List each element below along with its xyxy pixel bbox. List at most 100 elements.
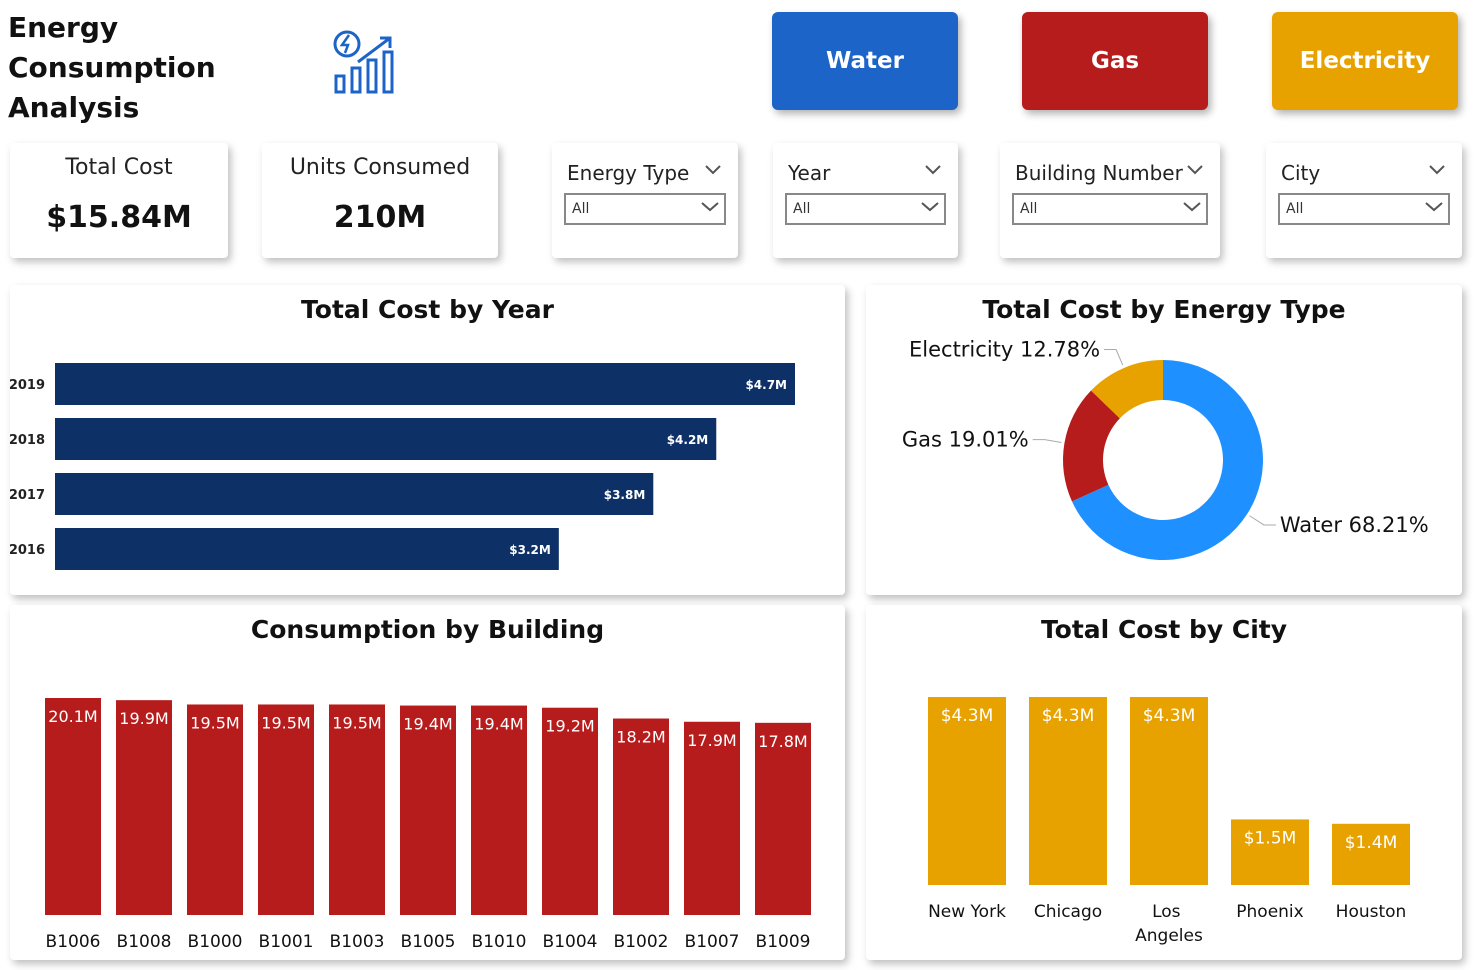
x-tick-label: Phoenix <box>1236 902 1303 922</box>
value-label: $4.7M <box>745 378 787 392</box>
y-tick-label: 2018 <box>10 433 45 448</box>
value-label: $1.5M <box>1244 828 1297 848</box>
label-value: 12.78% <box>1020 338 1100 362</box>
value-label: $3.8M <box>604 488 646 502</box>
gas-button[interactable]: Gas <box>1022 12 1208 110</box>
x-tick-label: B1002 <box>614 932 669 952</box>
slicer-dropdown[interactable]: All <box>1278 193 1450 225</box>
label-category: Gas <box>902 428 942 452</box>
bar <box>258 704 314 915</box>
chart: 2019 $4.7M 2018 $4.2M 2017 $3.8M 2016 $3.2M <box>10 363 795 570</box>
chart: Water 68.21% Gas 19.01% Electricity 12.78% <box>902 338 1429 560</box>
label-line: Angeles <box>1135 926 1203 946</box>
chart: 20.1M B1006 19.9M B1008 19.5M B1000 19.5M B1001… <box>45 698 811 952</box>
chart-panel: Total Cost by City $4.3M New York $4.3M Chi… <box>866 605 1462 960</box>
label-value: 68.21% <box>1349 513 1429 537</box>
bar <box>755 722 811 915</box>
value-label: $4.3M <box>941 706 994 726</box>
chart-title: Consumption by Building <box>250 615 605 644</box>
chart: $4.3M New York $4.3M Chicago $4.3M Los Angele… <box>928 697 1410 946</box>
slicer-dropdown[interactable]: All <box>564 193 726 225</box>
value-label: $4.2M <box>667 433 709 447</box>
leader-line <box>1249 515 1276 526</box>
value-label: 19.4M <box>403 715 452 734</box>
chart-panel: Total Cost by Year 2019 $4.7M 2018 $4.2M 201… <box>10 285 845 595</box>
water-button[interactable]: Water <box>772 12 958 110</box>
card-label: Units Consumed <box>289 155 471 180</box>
bar <box>1231 819 1309 885</box>
kpi-card: Total Cost $15.84M <box>10 143 228 258</box>
bar <box>684 721 740 915</box>
slicer-label: Building Number <box>1015 161 1183 185</box>
x-tick-label: B1007 <box>685 932 740 952</box>
bar <box>329 704 385 915</box>
bar <box>45 698 101 915</box>
donut-slice <box>1071 360 1263 560</box>
bar <box>471 705 527 915</box>
slicer: Year All <box>773 143 958 258</box>
bar <box>1130 697 1208 885</box>
bar <box>55 418 717 460</box>
slicer-dropdown[interactable]: All <box>785 193 946 225</box>
bar <box>1029 697 1107 885</box>
x-tick-label: B1009 <box>756 932 811 952</box>
x-tick-label: New York <box>928 902 1006 922</box>
slicer: City All <box>1266 143 1462 258</box>
value-label: 19.2M <box>545 717 594 736</box>
card-value: 210M <box>333 200 427 235</box>
y-tick-label: 2017 <box>10 488 45 503</box>
value-label: 17.9M <box>687 731 736 750</box>
x-tick-label: Los Angeles <box>1135 902 1203 946</box>
y-tick-label: 2016 <box>10 543 45 558</box>
kpi-card: Units Consumed 210M <box>262 143 498 258</box>
electricity-button[interactable]: Electricity <box>1272 12 1458 110</box>
value-label: 17.8M <box>758 732 807 751</box>
bar <box>55 363 795 405</box>
x-tick-label: B1000 <box>188 932 243 952</box>
donut-slice <box>1091 360 1163 419</box>
logo-icon <box>333 30 394 94</box>
value-label: 19.9M <box>119 709 168 728</box>
donut-slice <box>1063 390 1120 502</box>
chart-title: Total Cost by Energy Type <box>982 295 1346 324</box>
slicer-label: City <box>1281 161 1321 185</box>
value-label: $4.3M <box>1143 706 1196 726</box>
x-tick-label: B1005 <box>401 932 456 952</box>
slicer: Energy Type All <box>552 143 738 258</box>
card-label: Total Cost <box>65 155 173 180</box>
slicer-label: Energy Type <box>567 161 690 185</box>
bar <box>400 705 456 915</box>
chart-panel: Total Cost by Energy Type Water 68.21% Ga… <box>866 285 1462 595</box>
slicer-label: Year <box>788 161 831 185</box>
value-label: 19.5M <box>261 713 310 732</box>
bar <box>187 704 243 915</box>
x-tick-label: B1004 <box>543 932 598 952</box>
bar <box>1332 823 1410 885</box>
slicer-dropdown[interactable]: All <box>1012 193 1208 225</box>
x-tick-label: B1006 <box>46 932 101 952</box>
x-tick-label: B1008 <box>117 932 172 952</box>
label-line: Los <box>1152 902 1186 922</box>
bar <box>55 473 654 515</box>
data-label: Electricity 12.78% <box>909 338 1100 362</box>
slicer: Building Number All <box>1000 143 1220 258</box>
label-category: Electricity <box>909 338 1013 362</box>
x-tick-label: Houston <box>1336 902 1407 922</box>
chart-panel: Consumption by Building 20.1M B1006 19.9M B… <box>10 605 845 960</box>
dashboard-title: Energy Consumption Analysis <box>8 11 216 124</box>
label-category: Water <box>1280 513 1342 537</box>
data-label: Water 68.21% <box>1280 513 1429 537</box>
bar <box>55 528 559 570</box>
value-label: 19.5M <box>332 713 381 732</box>
chart-title: Total Cost by City <box>1040 615 1288 644</box>
label-value: 19.01% <box>949 428 1029 452</box>
data-label: Gas 19.01% <box>902 428 1029 452</box>
bar <box>613 718 669 915</box>
value-label: 19.5M <box>190 713 239 732</box>
value-label: 18.2M <box>616 728 665 747</box>
chart-title: Total Cost by Year <box>301 295 554 324</box>
x-tick-label: B1001 <box>259 932 314 952</box>
value-label: $4.3M <box>1042 706 1095 726</box>
value-label: 19.4M <box>474 715 523 734</box>
